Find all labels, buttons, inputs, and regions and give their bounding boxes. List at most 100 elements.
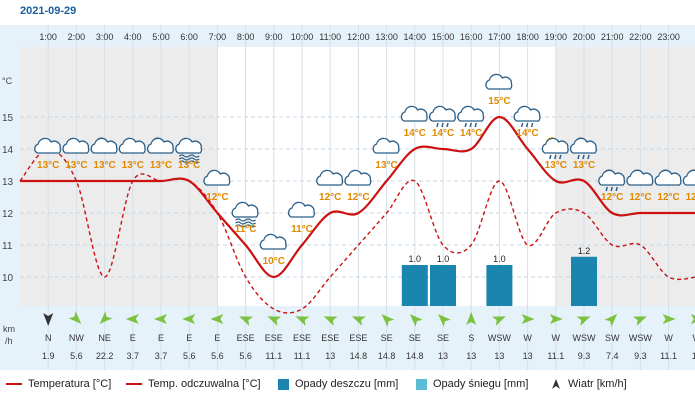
legend-wind-label: Wiatr [km/h] xyxy=(568,378,627,390)
partly-cloudy-rain-icon xyxy=(598,169,626,192)
wind-speed: 1.9 xyxy=(42,351,55,361)
partly-cloudy-night-icon xyxy=(682,169,695,186)
wind-arrow-icon xyxy=(662,314,676,324)
wind-speed: 11.1 xyxy=(265,351,282,361)
partly-cloudy-night-icon xyxy=(626,169,654,186)
y-tick-label: 11 xyxy=(2,241,13,252)
temp-label: 13°C xyxy=(178,160,200,171)
legend: Temperatura [°C] Temp. odczuwalna [°C] O… xyxy=(0,372,695,396)
fog-icon xyxy=(175,137,203,164)
legend-temp-label: Temperatura [°C] xyxy=(28,378,112,390)
wind-arrow-icon xyxy=(323,316,338,326)
partly-cloudy-rain-icon xyxy=(569,137,597,160)
y-tick-label: 15 xyxy=(2,113,14,124)
temp-label: 12°C xyxy=(629,192,651,203)
wind-direction: WSW xyxy=(488,333,511,343)
temp-label: 12°C xyxy=(686,192,695,203)
rain-bar xyxy=(486,265,513,306)
rain-bar xyxy=(430,265,456,306)
temp-label: 11°C xyxy=(291,224,313,235)
legend-snow: Opady śniegu [mm] xyxy=(416,378,528,390)
cloud-icon xyxy=(485,73,513,90)
partly-cloudy-night-icon xyxy=(146,137,174,154)
wind-direction: ESE xyxy=(349,333,367,343)
rain-cloud-icon xyxy=(457,105,485,128)
wind-direction: SE xyxy=(437,333,449,343)
cloud-icon xyxy=(287,201,315,218)
temp-label: 12°C xyxy=(347,192,369,203)
hour-label: 19:00 xyxy=(545,32,568,42)
wind-arrow-icon xyxy=(521,314,535,324)
y-tick-label: 14 xyxy=(2,145,14,156)
wind-speed: 13 xyxy=(494,351,504,361)
wind-arrow-icon xyxy=(68,311,82,324)
temp-label: 12°C xyxy=(657,192,679,203)
wind-speed: 14.8 xyxy=(350,351,368,361)
hour-label: 10:00 xyxy=(291,32,314,42)
temp-label: 13°C xyxy=(375,160,397,171)
y-tick-label: 13 xyxy=(2,177,14,188)
rain-cloud-icon xyxy=(428,105,456,128)
temp-label: 15°C xyxy=(488,96,510,107)
legend-feels-swatch xyxy=(126,383,142,385)
wind-arrow-icon xyxy=(182,314,196,324)
hour-label: 21:00 xyxy=(601,32,624,42)
weather-chart: 1.0 1.0 1.01.213°C 13°C 13°C 13°C 13°C 13°C12°C… xyxy=(0,25,695,370)
wind-speed: 3.7 xyxy=(127,351,140,361)
wind-arrow-icon xyxy=(632,316,647,326)
forecast-date: 2021-09-29 xyxy=(20,5,77,17)
wind-arrow-icon xyxy=(576,316,591,326)
temp-label: 13°C xyxy=(93,160,115,171)
wind-arrow-icon xyxy=(154,314,167,324)
night-shade-morning xyxy=(20,47,218,306)
hour-label: 11:00 xyxy=(319,32,341,42)
cloud-icon xyxy=(118,137,146,154)
hour-label: 9:00 xyxy=(265,32,283,42)
rain-cloud-icon xyxy=(513,105,541,128)
legend-wind: Wiatr [km/h] xyxy=(550,378,627,390)
wind-direction: SE xyxy=(381,333,393,343)
wind-arrow-icon xyxy=(466,312,477,325)
wind-arrow-icon xyxy=(43,313,54,326)
wind-direction: W xyxy=(664,333,673,343)
wind-speed: 9.3 xyxy=(634,351,647,361)
hour-label: 8:00 xyxy=(237,32,255,42)
wind-arrow-icon xyxy=(552,379,560,389)
precip-label: 1.2 xyxy=(578,246,591,256)
rain-bar xyxy=(571,256,597,306)
wind-direction: WSW xyxy=(629,333,652,343)
wind-arrow-icon xyxy=(604,314,618,327)
hour-label: 14:00 xyxy=(404,32,427,42)
wind-speed: 5.6 xyxy=(70,351,83,361)
wind-speed: 5.6 xyxy=(239,351,252,361)
temp-label: 13°C xyxy=(573,160,595,171)
cloud-icon xyxy=(259,233,287,250)
temp-label: 12°C xyxy=(319,192,341,203)
wind-arrow-icon xyxy=(351,316,366,326)
precip-label: 1.0 xyxy=(493,254,506,264)
legend-rain-swatch xyxy=(278,378,289,390)
hour-label: 17:00 xyxy=(488,32,511,42)
wind-speed: 11.1 xyxy=(660,351,677,361)
wind-speed: 11.1 xyxy=(294,351,311,361)
wind-direction: W xyxy=(523,333,532,343)
wind-speed: 22.2 xyxy=(96,351,114,361)
temp-label: 12°C xyxy=(601,192,623,203)
wind-direction: ESE xyxy=(265,333,283,343)
wind-direction: E xyxy=(186,333,192,343)
precip-label: 1.0 xyxy=(437,254,450,264)
wind-speed: 11.1 xyxy=(547,351,564,361)
wind-arrow-icon xyxy=(549,314,563,324)
cloud-icon xyxy=(344,169,372,186)
legend-temp-swatch xyxy=(6,383,22,385)
temp-label: 13°C xyxy=(37,160,59,171)
temp-label: 13°C xyxy=(122,160,144,171)
wind-direction: ESE xyxy=(237,333,255,343)
hour-label: 5:00 xyxy=(152,32,170,42)
hour-label: 22:00 xyxy=(629,32,652,42)
wind-speed: 13 xyxy=(523,351,533,361)
partly-cloudy-night-icon xyxy=(90,137,118,154)
temp-label: 10°C xyxy=(263,256,285,267)
wind-direction: ESE xyxy=(293,333,311,343)
cloud-icon xyxy=(400,105,428,122)
